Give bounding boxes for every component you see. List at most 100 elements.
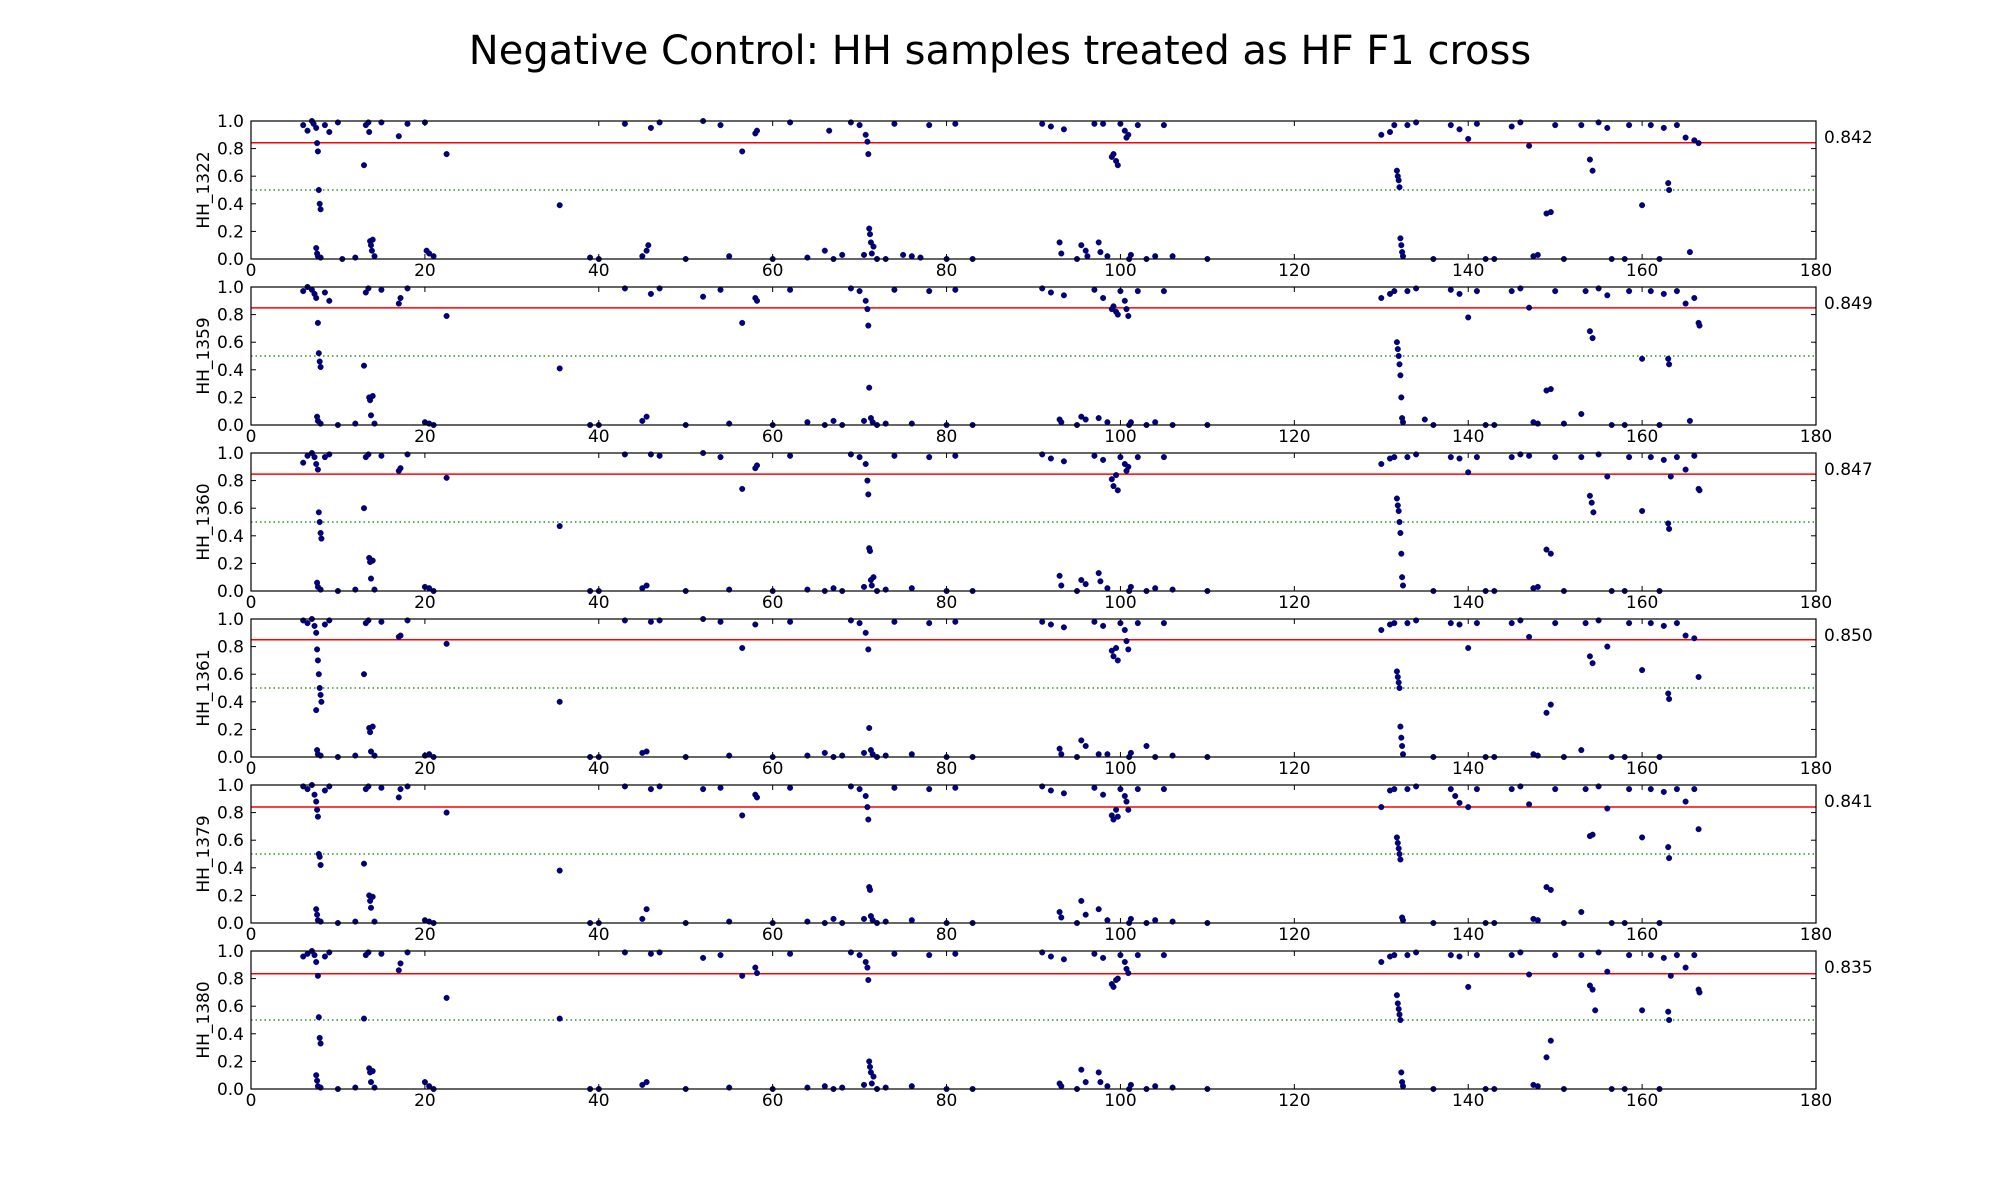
y-tick-label: 0.4 bbox=[217, 195, 244, 215]
data-point bbox=[1547, 1037, 1554, 1044]
data-point bbox=[1695, 674, 1702, 681]
data-point bbox=[726, 253, 733, 260]
data-point bbox=[1626, 786, 1633, 793]
y-tick-label: 0.8 bbox=[217, 638, 244, 658]
data-point bbox=[1125, 131, 1132, 138]
data-point bbox=[1666, 361, 1673, 368]
data-point bbox=[1060, 126, 1067, 133]
data-point bbox=[318, 698, 325, 705]
data-point bbox=[1447, 952, 1454, 959]
data-point bbox=[1396, 361, 1403, 368]
data-point bbox=[643, 1079, 650, 1086]
x-tick-label: 40 bbox=[588, 261, 610, 281]
data-point bbox=[300, 953, 307, 960]
data-point bbox=[1682, 134, 1689, 141]
data-point bbox=[867, 1063, 874, 1070]
data-point bbox=[861, 417, 868, 424]
data-point bbox=[1127, 583, 1134, 590]
data-point bbox=[1114, 487, 1121, 494]
data-point bbox=[866, 1058, 873, 1065]
data-point bbox=[787, 950, 794, 957]
data-point bbox=[754, 297, 761, 304]
y-tick-label: 0.2 bbox=[217, 720, 244, 740]
data-point bbox=[1552, 288, 1559, 295]
x-tick-label: 140 bbox=[1452, 925, 1484, 945]
data-point bbox=[717, 122, 724, 129]
data-point bbox=[926, 454, 933, 461]
data-point bbox=[739, 148, 746, 155]
data-point bbox=[647, 124, 654, 131]
data-point bbox=[908, 917, 915, 924]
data-point bbox=[315, 350, 322, 357]
data-point bbox=[1465, 645, 1472, 652]
data-point bbox=[1447, 122, 1454, 129]
data-point bbox=[1691, 452, 1698, 459]
x-tick-label: 0 bbox=[246, 593, 257, 613]
data-point bbox=[1673, 288, 1680, 295]
data-point bbox=[397, 632, 404, 639]
data-point bbox=[1114, 311, 1121, 318]
data-point bbox=[1665, 520, 1672, 527]
data-point bbox=[1639, 202, 1646, 209]
data-point bbox=[1394, 674, 1401, 681]
data-point bbox=[643, 748, 650, 755]
data-point bbox=[1691, 952, 1698, 959]
data-point bbox=[1639, 1007, 1646, 1014]
data-point bbox=[304, 786, 311, 793]
data-point bbox=[1169, 253, 1176, 260]
data-point bbox=[647, 290, 654, 297]
data-point bbox=[1125, 313, 1132, 320]
data-point bbox=[397, 465, 404, 472]
data-point bbox=[1399, 917, 1406, 924]
x-tick-label: 160 bbox=[1626, 1091, 1658, 1111]
x-tick-label: 120 bbox=[1278, 759, 1310, 779]
data-point bbox=[1578, 122, 1585, 129]
data-point bbox=[443, 313, 450, 320]
y-tick-label: 1.0 bbox=[217, 942, 244, 962]
data-point bbox=[1391, 620, 1398, 627]
data-point bbox=[314, 1077, 321, 1084]
data-point bbox=[1682, 964, 1689, 971]
y-tick-label: 0.0 bbox=[217, 914, 244, 934]
y-tick-label: 0.0 bbox=[217, 1080, 244, 1100]
data-point bbox=[1647, 122, 1654, 129]
data-point bbox=[1060, 458, 1067, 465]
data-point bbox=[865, 816, 872, 823]
data-point bbox=[369, 1068, 376, 1075]
data-point bbox=[1508, 288, 1515, 295]
x-tick-label: 140 bbox=[1452, 593, 1484, 613]
data-point bbox=[645, 242, 652, 249]
data-point bbox=[1667, 473, 1674, 480]
data-point bbox=[1686, 417, 1693, 424]
data-point bbox=[378, 618, 385, 625]
data-point bbox=[864, 477, 871, 484]
data-point bbox=[1399, 1083, 1406, 1090]
data-point bbox=[1456, 455, 1463, 462]
data-point bbox=[1589, 831, 1596, 838]
panel-ylabel: HH_1359 bbox=[194, 317, 214, 394]
data-point bbox=[1058, 1083, 1065, 1090]
x-tick-label: 180 bbox=[1800, 593, 1832, 613]
data-point bbox=[754, 794, 761, 801]
data-point bbox=[556, 867, 563, 874]
data-point bbox=[317, 206, 324, 213]
data-point bbox=[717, 286, 724, 293]
data-point bbox=[1378, 959, 1385, 966]
data-point bbox=[1604, 292, 1611, 299]
data-point bbox=[1604, 643, 1611, 650]
data-point bbox=[1447, 786, 1454, 793]
data-point bbox=[1082, 416, 1089, 423]
threshold-value-label: 0.835 bbox=[1824, 958, 1873, 978]
data-point bbox=[1396, 685, 1403, 692]
data-point bbox=[1660, 456, 1667, 463]
y-tick-label: 0.6 bbox=[217, 831, 244, 851]
data-point bbox=[1125, 646, 1132, 653]
data-point bbox=[1543, 709, 1550, 716]
data-point bbox=[1095, 239, 1102, 246]
data-point bbox=[1456, 126, 1463, 133]
data-point bbox=[1047, 787, 1054, 794]
threshold-value-label: 0.847 bbox=[1824, 460, 1873, 480]
data-point bbox=[861, 749, 868, 756]
data-point bbox=[1396, 184, 1403, 191]
data-point bbox=[1526, 633, 1533, 640]
